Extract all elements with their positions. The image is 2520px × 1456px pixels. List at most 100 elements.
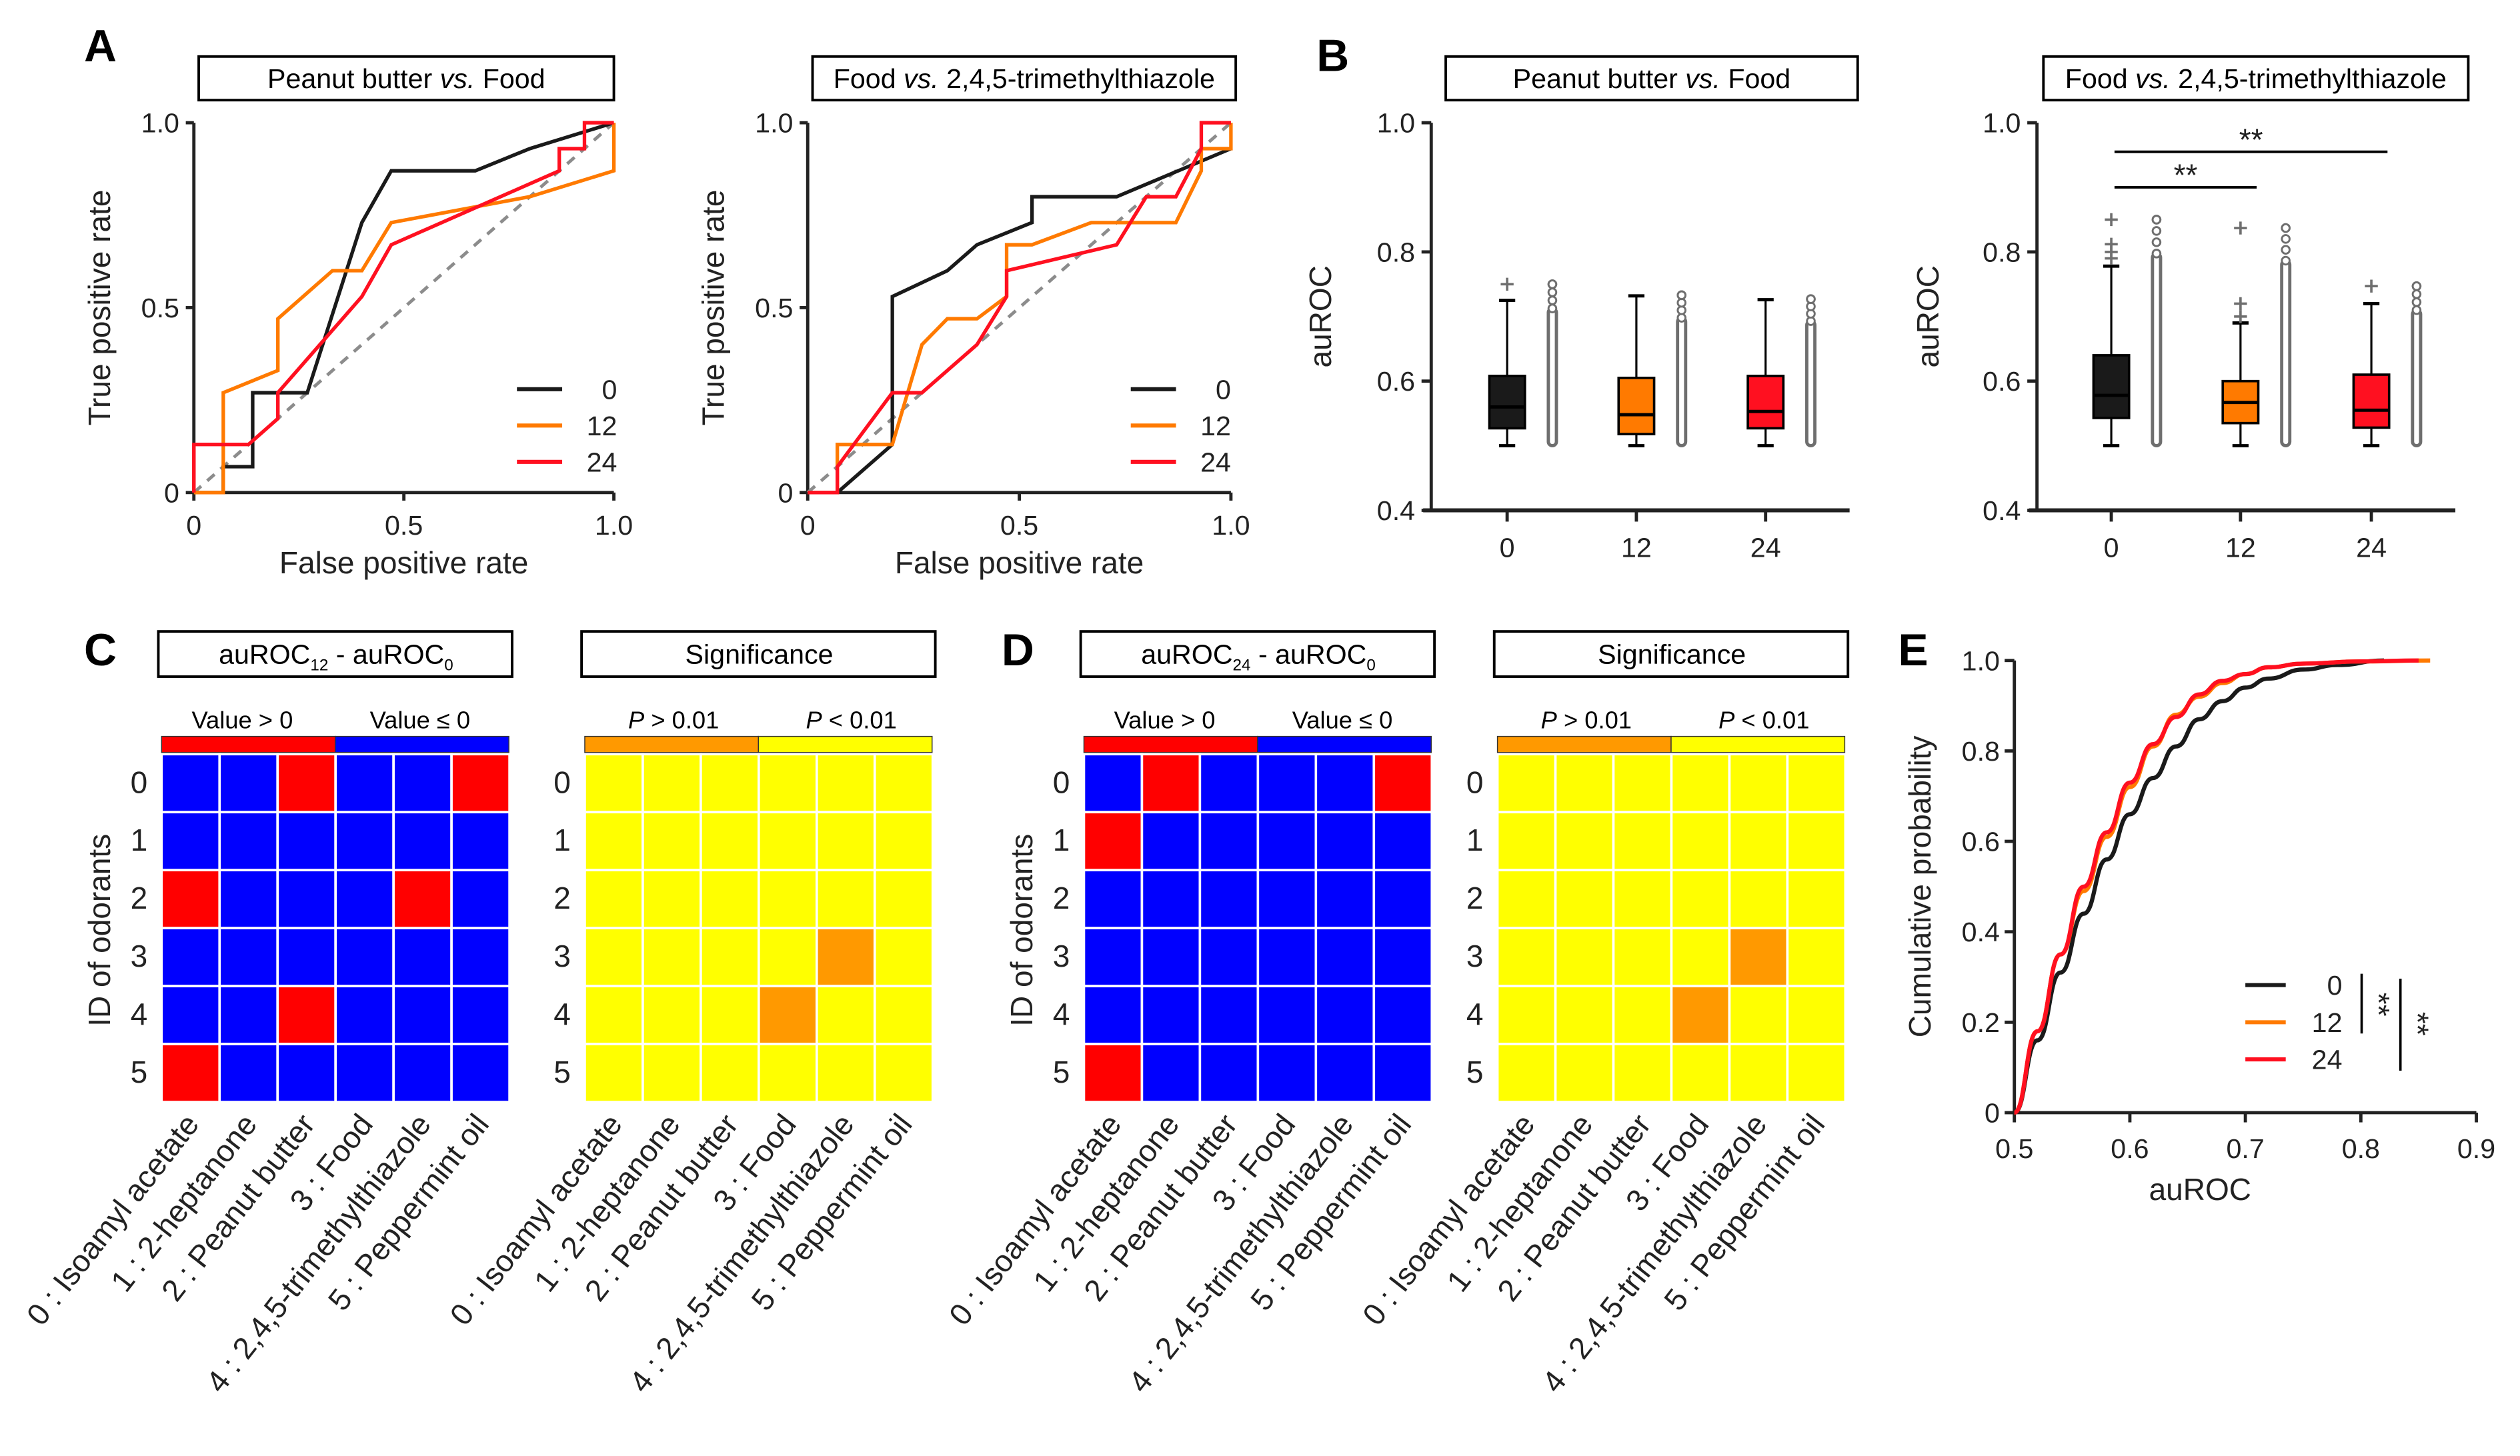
y-tick-label: 0.8 xyxy=(1377,237,1415,267)
row-label: 1 xyxy=(553,823,571,857)
heatmap-cell xyxy=(392,753,453,814)
heatmap-cell xyxy=(1082,985,1144,1045)
heatmap-cell xyxy=(392,927,453,987)
heatmap-cell xyxy=(1786,985,1847,1045)
heatmap-cell xyxy=(392,985,453,1045)
y-tick-label: 0 xyxy=(1985,1098,2000,1129)
panel-label-D: D xyxy=(1002,625,1034,675)
heatmap-cell xyxy=(1140,753,1202,814)
roc-chart-A2: Food vs. 2,4,5-trimethylthiazole 0 0.5 1.0 0… xyxy=(696,55,1250,580)
row-label: 4 xyxy=(553,997,571,1031)
heatmap-cell xyxy=(700,869,760,929)
title-italic: vs. xyxy=(2135,63,2171,94)
heatmap-cell xyxy=(1082,927,1144,987)
heatmap-cell xyxy=(700,1043,760,1103)
data-point xyxy=(2281,223,2291,233)
heatmap-cell xyxy=(700,753,760,814)
row-label: 3 xyxy=(131,939,148,973)
panel-label-E: E xyxy=(1898,625,1928,675)
heatmap-cell xyxy=(1198,811,1260,871)
box-iqr xyxy=(2352,373,2391,429)
row-label: 3 xyxy=(1053,939,1070,973)
cdf-series-12 xyxy=(2013,658,2431,1115)
colorbar-right xyxy=(758,735,933,753)
row-label: 2 xyxy=(1466,881,1484,915)
legend-label-0: 0 xyxy=(601,374,617,405)
y-tick-label: 0.5 xyxy=(141,293,179,323)
heatmap-cell xyxy=(1786,811,1847,871)
row-label: 0 xyxy=(1053,765,1070,799)
data-points-column xyxy=(2280,259,2292,447)
heatmap-cell xyxy=(450,927,511,987)
row-label: 0 xyxy=(1466,765,1484,799)
heatmap-cell xyxy=(1314,927,1376,987)
heatmap-cell xyxy=(1256,1043,1318,1103)
colorbar-label-left: P > 0.01 xyxy=(628,706,719,733)
heatmap-cell xyxy=(758,811,818,871)
heatmap-cell xyxy=(583,1043,644,1103)
outlier-marker xyxy=(2365,279,2378,293)
title-box xyxy=(580,630,937,678)
data-points-column xyxy=(1805,319,1817,447)
heatmap-cell xyxy=(1082,753,1144,814)
y-axis-label: auROC xyxy=(1303,265,1338,367)
x-tick-label: 0.9 xyxy=(2457,1133,2495,1164)
heatmap-title: Significance xyxy=(686,639,834,670)
box-iqr xyxy=(2092,354,2131,419)
heatmap-cell xyxy=(334,811,395,871)
data-point xyxy=(2411,289,2422,299)
heatmap-cell xyxy=(758,985,818,1045)
heatmap-cell xyxy=(642,869,702,929)
heatmap-cell xyxy=(1082,869,1144,929)
title-box xyxy=(197,55,615,102)
box-iqr xyxy=(1488,375,1526,430)
x-tick-label: 0.7 xyxy=(2227,1133,2265,1164)
row-label: 0 xyxy=(131,765,148,799)
heatmap-cell xyxy=(1140,985,1202,1045)
title-pre: Food xyxy=(2065,63,2135,94)
title-sub: 24 xyxy=(1233,656,1251,674)
heatmap-title: auROC24 - auROC0 xyxy=(1141,639,1376,675)
heatmap-cell xyxy=(276,985,337,1045)
data-point xyxy=(1676,290,1687,301)
data-point xyxy=(2281,255,2291,266)
heatmap-cell xyxy=(1554,869,1615,929)
colorbar-right xyxy=(1670,735,1846,753)
heatmap-cell xyxy=(160,1043,221,1103)
heatmap-cell xyxy=(450,753,511,814)
heatmap-cell xyxy=(450,869,511,929)
heatmap-cell xyxy=(1728,985,1789,1045)
heatmap-cell xyxy=(642,1043,702,1103)
data-point xyxy=(2281,234,2291,244)
title-sub: 12 xyxy=(310,656,328,674)
row-label: 3 xyxy=(1466,939,1484,973)
y-tick-label: 0.4 xyxy=(1962,917,2000,947)
heatmap-cell xyxy=(218,811,279,871)
heatmap-cell xyxy=(392,811,453,871)
title-post: Food xyxy=(475,63,545,94)
row-label: 2 xyxy=(131,881,148,915)
cdf-series-0 xyxy=(2013,658,2384,1115)
y-tick-label: 1.0 xyxy=(1377,108,1415,139)
row-label: 1 xyxy=(131,823,148,857)
data-point xyxy=(2281,245,2291,255)
outlier-marker xyxy=(2234,221,2247,235)
data-point xyxy=(2411,305,2422,315)
title-sub: 0 xyxy=(444,656,453,674)
heatmap-cell xyxy=(583,811,644,871)
row-label: 2 xyxy=(553,881,571,915)
heatmap-cell xyxy=(700,927,760,987)
row-label: 4 xyxy=(1053,997,1070,1031)
heatmap-cell xyxy=(1786,1043,1847,1103)
title-post: 2,4,5-trimethylthiazole xyxy=(2171,63,2447,94)
heatmap-cell xyxy=(1786,753,1847,814)
heatmap-cell xyxy=(1728,1043,1789,1103)
colorbar-left xyxy=(161,735,336,753)
heatmap-cell xyxy=(700,811,760,871)
colorbar-label-left: P > 0.01 xyxy=(1541,706,1632,733)
roc-series-24 xyxy=(192,121,614,493)
row-label: 4 xyxy=(131,997,148,1031)
heatmap-cell xyxy=(450,811,511,871)
x-tick-label: 0 xyxy=(2104,533,2119,563)
